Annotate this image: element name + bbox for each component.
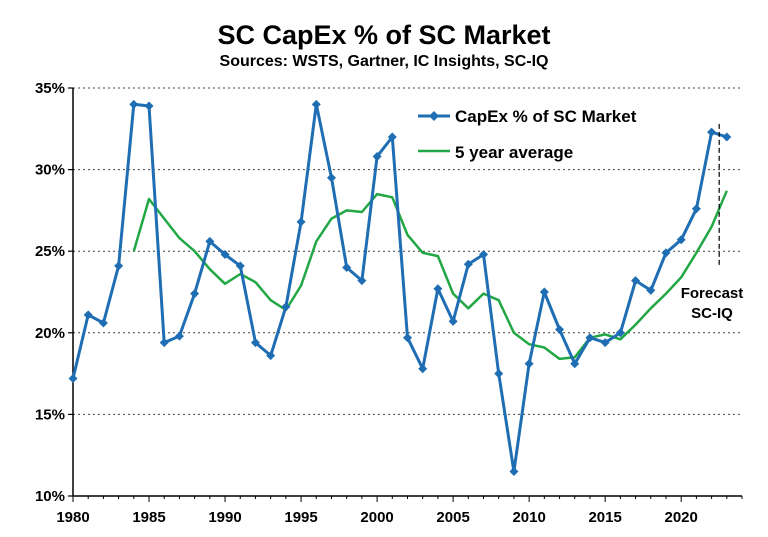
- legend-marker-capex: [429, 111, 439, 121]
- x-tick-label: 1980: [56, 509, 89, 526]
- data-point-capex: [631, 276, 641, 286]
- data-point-capex: [691, 204, 701, 214]
- data-point-capex: [646, 285, 656, 295]
- legend: CapEx % of SC Market 5 year average: [418, 107, 637, 162]
- y-tick-label: 30%: [35, 162, 65, 179]
- data-point-capex: [661, 248, 671, 258]
- x-tick-label: 1985: [132, 509, 165, 526]
- data-point-capex: [570, 359, 580, 369]
- data-point-capex: [357, 276, 367, 286]
- data-point-capex: [418, 364, 428, 374]
- series-line-5yr-avg: [132, 190, 728, 361]
- data-point-capex: [311, 99, 321, 109]
- data-point-capex: [129, 99, 139, 109]
- data-point-capex: [509, 467, 519, 477]
- data-point-capex: [539, 287, 549, 297]
- data-point-capex: [281, 302, 291, 312]
- data-point-capex: [403, 333, 412, 343]
- data-point-capex: [144, 101, 154, 111]
- data-point-capex: [342, 263, 352, 273]
- data-point-capex: [555, 325, 565, 335]
- data-point-capex: [463, 259, 473, 269]
- data-point-capex: [68, 373, 78, 383]
- data-point-capex: [159, 338, 169, 348]
- grid-lines: [73, 87, 742, 415]
- forecast-label-2: SC-IQ: [691, 305, 733, 322]
- data-point-capex: [722, 132, 732, 142]
- x-tick-label: 2010: [512, 509, 545, 526]
- data-point-capex: [600, 338, 610, 348]
- data-point-capex: [433, 284, 443, 294]
- x-tick-label: 2000: [360, 509, 393, 526]
- data-point-capex: [190, 289, 200, 299]
- data-point-capex: [174, 331, 184, 341]
- data-point-capex: [98, 318, 108, 328]
- data-point-capex: [250, 338, 260, 348]
- chart-subtitle: Sources: WSTS, Gartner, IC Insights, SC-…: [219, 53, 549, 70]
- data-point-capex: [676, 235, 686, 245]
- data-point-capex: [494, 369, 504, 379]
- data-point-capex: [235, 261, 245, 271]
- data-point-capex: [615, 328, 625, 338]
- data-point-capex: [296, 217, 306, 227]
- x-tick-label: 2005: [436, 509, 469, 526]
- y-tick-label: 15%: [35, 406, 65, 423]
- y-tick-label: 10%: [35, 488, 65, 505]
- data-point-capex: [479, 249, 489, 259]
- forecast-label-1: Forecast: [681, 285, 744, 302]
- data-point-capex: [585, 333, 595, 343]
- chart-title: SC CapEx % of SC Market: [217, 20, 551, 50]
- forecast-annotation: Forecast SC-IQ: [681, 123, 744, 322]
- data-point-capex: [707, 127, 717, 137]
- y-tick-label: 20%: [35, 325, 65, 342]
- data-point-capex: [220, 249, 230, 259]
- data-point-capex: [326, 173, 336, 183]
- data-point-capex: [114, 261, 124, 271]
- x-tick-label: 1990: [208, 509, 241, 526]
- series-line-capex: [71, 102, 728, 473]
- data-point-capex: [205, 236, 215, 246]
- series-layer: [68, 99, 732, 477]
- x-tick-label: 1995: [284, 509, 317, 526]
- x-tick-label: 2015: [588, 509, 621, 526]
- x-tick-label: 2020: [664, 509, 697, 526]
- y-tick-label: 35%: [35, 80, 65, 97]
- legend-label-capex: CapEx % of SC Market: [455, 107, 637, 126]
- data-point-capex: [372, 152, 382, 162]
- data-point-capex: [524, 359, 534, 369]
- x-tick-labels: 1980 1985 1990 1995 2000 2005 2010 2015 2020: [56, 509, 698, 526]
- legend-label-avg: 5 year average: [455, 143, 573, 162]
- data-point-capex: [387, 132, 397, 142]
- y-tick-labels: 10% 15% 20% 25% 30% 35%: [35, 80, 65, 505]
- y-tick-label: 25%: [35, 243, 65, 260]
- data-point-capex: [83, 310, 93, 320]
- axes: [68, 87, 743, 502]
- data-point-capex: [448, 316, 458, 326]
- data-point-capex: [266, 351, 276, 361]
